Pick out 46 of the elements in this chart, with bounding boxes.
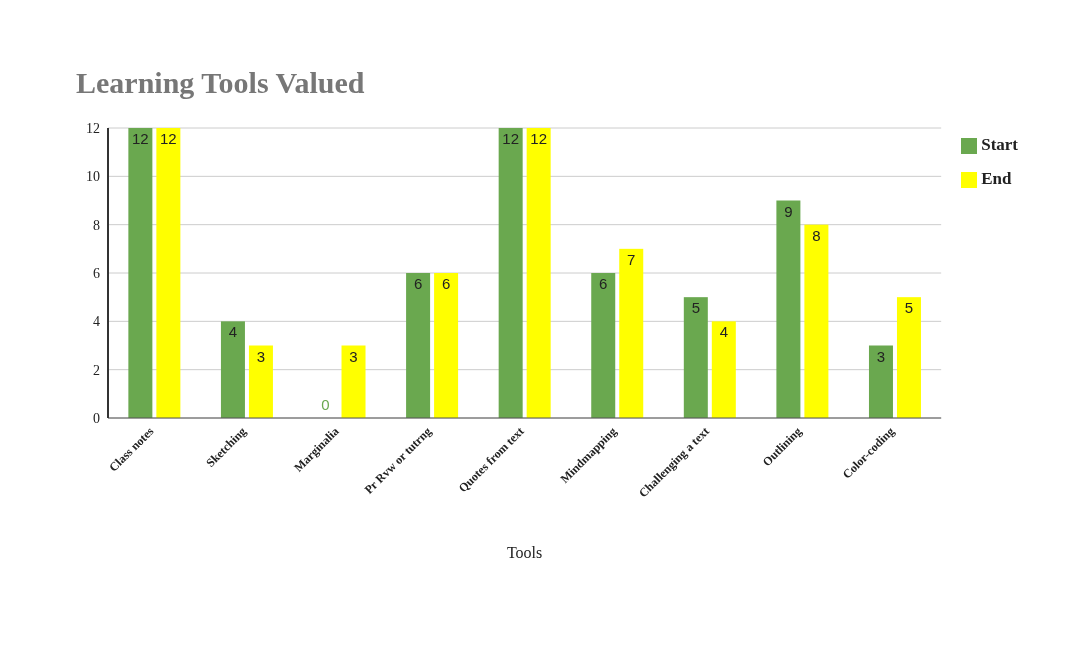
data-label: 3 [876, 347, 886, 365]
data-label: 4 [719, 323, 728, 341]
bar [896, 297, 921, 418]
y-tick-label: 10 [86, 169, 100, 185]
y-tick-label: 6 [93, 265, 100, 281]
bar [341, 345, 366, 418]
y-tick-label: 2 [93, 362, 100, 378]
bar [776, 200, 801, 418]
y-tick-label: 12 [86, 120, 100, 136]
data-label: 8 [812, 226, 821, 244]
bar [248, 345, 273, 418]
bar [526, 128, 551, 418]
data-label: 3 [349, 347, 358, 365]
bar [434, 273, 459, 418]
bar [868, 345, 893, 418]
data-label: 5 [904, 299, 914, 317]
data-label: 6 [599, 275, 608, 292]
x-axis-title: Tools [506, 544, 543, 561]
bar [591, 273, 616, 418]
bar [498, 128, 523, 418]
bar [220, 321, 245, 418]
data-label: 9 [784, 202, 793, 220]
data-label: 6 [413, 275, 423, 292]
legend-label: End [981, 169, 1012, 188]
data-label: 4 [228, 323, 238, 341]
data-label: 0 [321, 396, 330, 413]
data-label: 12 [530, 130, 548, 147]
bar [619, 248, 644, 418]
data-label: 3 [256, 347, 266, 365]
y-tick-label: 8 [93, 217, 100, 233]
data-label: 12 [132, 130, 149, 147]
data-label: 12 [502, 130, 520, 147]
chart-title: Learning Tools Valued [76, 66, 365, 100]
y-tick-label: 0 [93, 410, 100, 426]
bar [156, 128, 181, 418]
data-label: 12 [160, 130, 177, 147]
data-label: 5 [691, 299, 700, 317]
bar [128, 128, 153, 418]
bar [406, 273, 431, 418]
bar [683, 297, 708, 418]
bar [804, 224, 829, 418]
bar [711, 321, 736, 418]
y-tick-label: 4 [93, 314, 100, 330]
data-label: 6 [441, 275, 451, 292]
legend-label: Start [981, 135, 1018, 154]
data-label: 7 [627, 250, 636, 268]
